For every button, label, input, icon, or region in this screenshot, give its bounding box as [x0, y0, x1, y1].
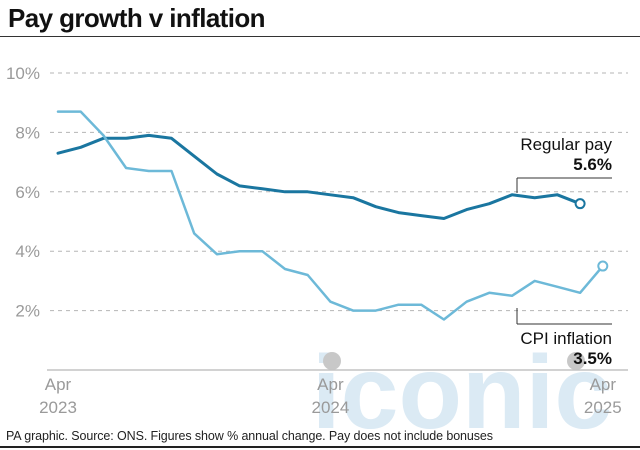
gridlines	[47, 72, 628, 371]
regular-pay-name: Regular pay	[520, 135, 612, 154]
x-tick-year: 2024	[311, 398, 349, 417]
bottom-rule	[0, 446, 640, 448]
y-tick-label: 6%	[15, 183, 40, 202]
watermark-dot	[323, 352, 341, 370]
y-axis-labels: 2% 4% 6% 8% 10%	[6, 64, 40, 321]
series-lines	[56, 110, 609, 321]
source-note: PA graphic. Source: ONS. Figures show % …	[6, 429, 493, 443]
watermark-text: iconic	[312, 335, 613, 450]
x-tick-month: Apr	[45, 375, 72, 394]
x-tick-year: 2023	[39, 398, 77, 417]
iconic-watermark: iconic	[312, 335, 613, 450]
cpi-name: CPI inflation	[520, 329, 612, 348]
y-tick-label: 2%	[15, 302, 40, 321]
end-marker	[597, 260, 609, 272]
x-tick-month: Apr	[317, 375, 344, 394]
watermark-dot	[567, 352, 585, 370]
series-line-cpi-inflation	[56, 110, 605, 321]
cpi-value: 3.5%	[573, 349, 612, 368]
regular-pay-value: 5.6%	[573, 155, 612, 174]
y-tick-label: 10%	[6, 64, 40, 83]
chart-title: Pay growth v inflation	[8, 3, 266, 33]
x-tick-year: 2025	[584, 398, 622, 417]
title-divider	[0, 36, 640, 37]
x-tick-month: Apr	[590, 375, 617, 394]
end-marker	[574, 198, 586, 210]
y-tick-label: 8%	[15, 123, 40, 142]
y-tick-label: 4%	[15, 242, 40, 261]
series-line-regular-pay	[56, 133, 582, 220]
x-axis-labels: Apr 2023 Apr 2024 Apr 2025	[39, 375, 622, 417]
